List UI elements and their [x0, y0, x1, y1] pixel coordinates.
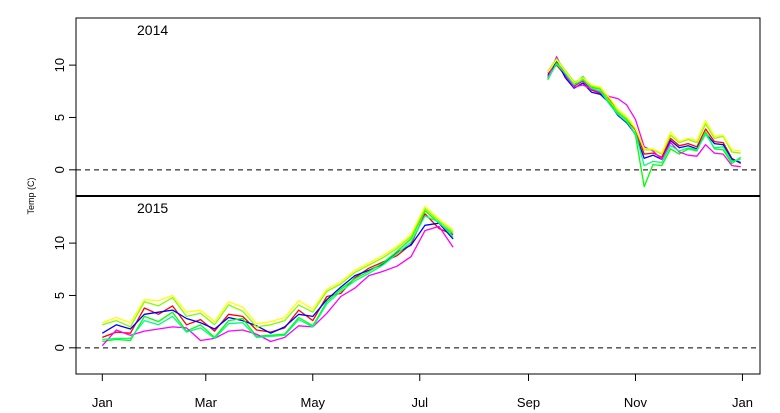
series-line [547, 59, 741, 154]
x-tick-label: Nov [624, 395, 648, 410]
x-tick-label: Jan [732, 395, 753, 410]
x-tick-label: Jan [92, 395, 113, 410]
y-tick-label: 5 [52, 292, 67, 299]
series-line [547, 63, 741, 167]
x-tick-label: Mar [195, 395, 218, 410]
x-tick-label: Sep [517, 395, 540, 410]
y-tick-label: 10 [52, 236, 67, 250]
series-group [101, 56, 742, 347]
reference-lines [76, 169, 760, 349]
y-tick-label: 5 [52, 114, 67, 121]
y-tick-label: 0 [52, 166, 67, 173]
x-tick-label: Jul [411, 395, 428, 410]
panel-2015-label: 2015 [137, 200, 168, 216]
series-line [101, 222, 454, 334]
series-line [547, 64, 742, 165]
y-tick-label: 10 [52, 58, 67, 72]
series-line [101, 225, 454, 347]
series-line [102, 210, 454, 343]
series-line [547, 56, 741, 168]
panel-2014-frame [75, 17, 761, 197]
x-tick-label: May [300, 395, 325, 410]
axes-group: Jan Mar May Jul Sep Nov Jan 0 5 10 0 5 10 [52, 58, 753, 410]
series-line [102, 207, 454, 328]
y-tick-label: 0 [52, 344, 67, 351]
panel-2014-label: 2014 [137, 22, 168, 38]
series-line [102, 205, 454, 325]
y-axis-label: Temp (C) [26, 177, 36, 214]
series-line [102, 215, 454, 341]
series-line [102, 213, 454, 339]
